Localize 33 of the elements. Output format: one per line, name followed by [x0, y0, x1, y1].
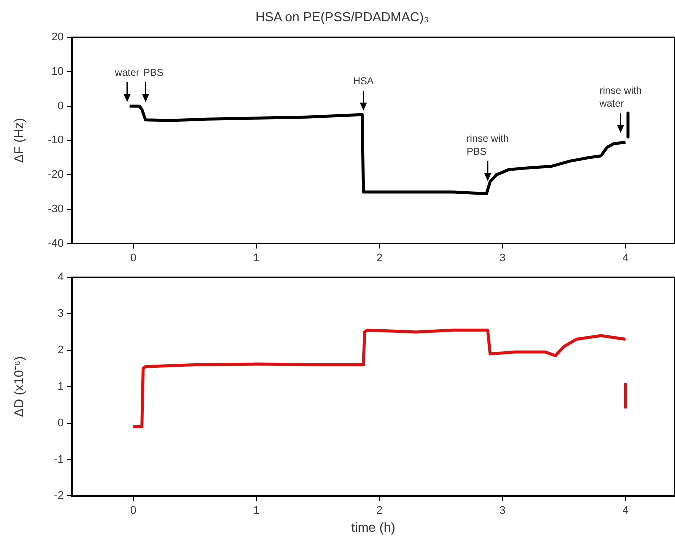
y-tick-label: 0	[58, 100, 64, 112]
x-tick-label: 2	[376, 504, 383, 517]
x-tick-label: 3	[500, 252, 506, 264]
x-tick-label: 1	[254, 252, 260, 264]
y-tick-label: -1	[54, 454, 64, 466]
x-axis-title: time (h)	[351, 520, 396, 535]
x-tick-label: 0	[130, 252, 137, 264]
annotation: rinse with PBS	[466, 134, 510, 158]
y-axis-title: ΔD (x10⁻⁶)	[11, 356, 26, 418]
y-tick-label: 3	[58, 308, 64, 320]
y-tick-label: 10	[52, 66, 64, 78]
y-tick-label: 0	[58, 417, 64, 430]
chart-title: HSA on PE(PSS/PDADMAC)₃	[256, 9, 430, 24]
y-tick-label: 4	[58, 272, 64, 284]
annotation: PBS	[144, 68, 164, 80]
x-tick-label: 4	[622, 252, 629, 264]
y-tick-label: -20	[48, 169, 64, 182]
x-tick-label: 2	[376, 252, 383, 264]
annotation: HSA	[353, 76, 374, 88]
annotation: rinse with water	[598, 86, 642, 110]
x-tick-label: 4	[622, 504, 629, 517]
y-tick-label: 20	[52, 32, 64, 44]
y-tick-label: -30	[48, 203, 64, 216]
x-tick-label: 3	[500, 504, 506, 517]
y-tick-label: -10	[48, 134, 64, 147]
y-axis-title: ΔF (Hz)	[11, 118, 26, 164]
annotation: water	[114, 68, 140, 80]
y-tick-label: -2	[54, 490, 64, 502]
y-tick-label: 1	[58, 380, 64, 393]
y-tick-label: 2	[58, 344, 64, 356]
y-tick-label: -40	[48, 238, 64, 250]
x-tick-label: 1	[254, 504, 260, 517]
x-tick-label: 0	[130, 504, 137, 517]
